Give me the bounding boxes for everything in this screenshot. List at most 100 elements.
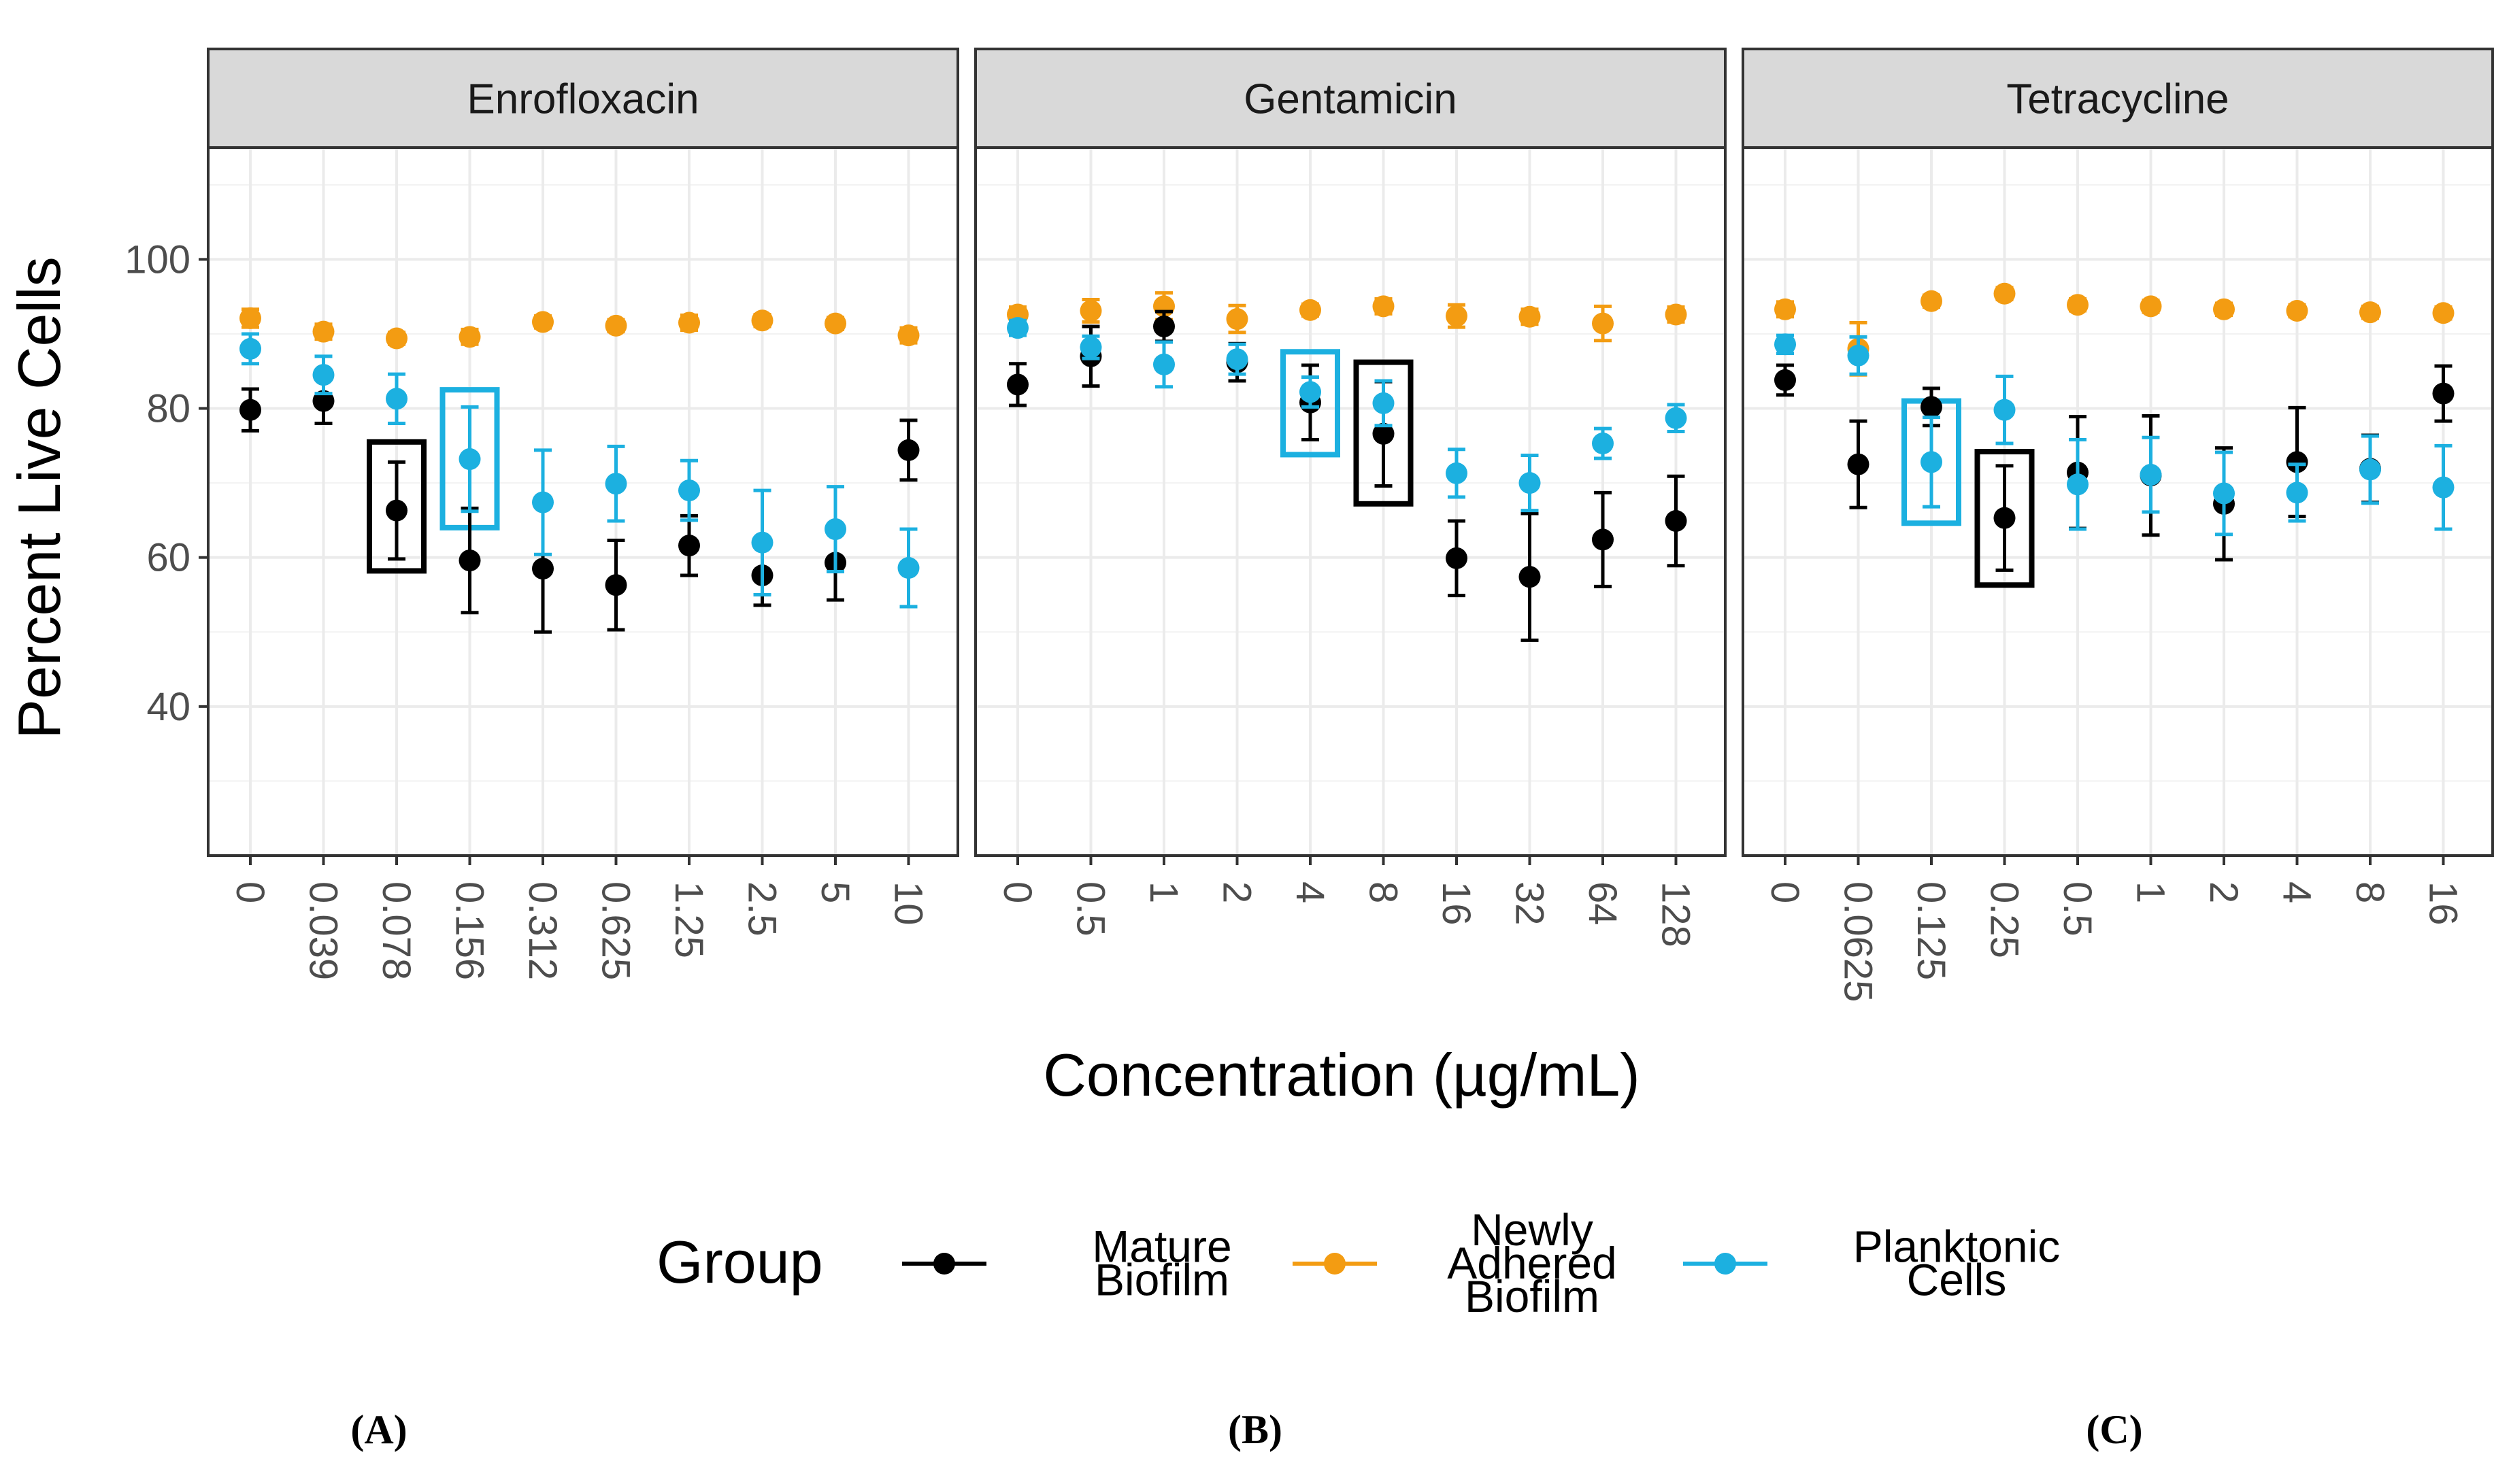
x-tick-label: 0.312 [520,881,565,980]
series-newly-adhered-biofilm [1774,282,2455,377]
panel-enrofloxacin: Enrofloxacin 0 0.039 0.078 0.156 0.312 0.625 1.… [124,48,959,980]
x-tick-label: 128 [1654,881,1698,947]
data-point [532,558,554,580]
x-tick-label: 0.5 [1069,881,1113,937]
panel-border [1742,146,2494,857]
series-planktonic-cells [1774,333,2455,537]
x-tick-label: 0.5 [2055,881,2099,937]
data-point [1993,507,2016,529]
x-tick-label: 0 [995,881,1040,903]
data-point [751,531,774,554]
data-point [532,311,554,333]
data-point [678,311,700,334]
data-point [1774,333,1796,356]
legend-key-point [1324,1253,1346,1275]
x-tick-label: 1 [1142,881,1186,903]
series-mature-biofilm [239,377,920,634]
data-point [312,364,335,386]
data-point [2432,476,2455,499]
x-tick-label: 0 [1763,881,1807,903]
legend-key-point [933,1253,955,1275]
data-point [2432,302,2455,324]
legend: Group MatureBiofilmNewlyAdheredBiofilmPl… [656,1204,2060,1321]
data-point [1226,348,1248,371]
x-tick-label: 4 [1288,881,1332,903]
plot-area [976,148,1725,856]
data-point [1993,399,2016,421]
data-point [1665,509,1687,532]
data-point [2286,299,2308,322]
data-point [2432,382,2455,405]
data-point [2140,295,2162,318]
highlight-box [1974,449,2035,588]
data-point [1665,303,1687,326]
panel-tetracycline: Tetracycline 0 0.0625 0.125 0.25 0.5 1 2 4 8 16 [1742,48,2494,1002]
data-point [386,327,408,350]
data-point [1007,317,1029,339]
y-tick-label: 60 [146,536,190,580]
data-point [1518,566,1541,588]
x-tick-label: 10 [886,881,931,926]
series-planktonic-cells [239,332,920,609]
data-point [2286,451,2308,473]
y-tick-label: 100 [124,237,190,282]
data-point [1372,392,1395,414]
legend-key-point [1714,1253,1736,1275]
data-point [1847,453,1869,475]
x-tick-label: 0 [228,881,272,903]
panels-layer: Enrofloxacin 0 0.039 0.078 0.156 0.312 0.625 1.… [124,48,2494,1002]
x-tick-label: 4 [2275,881,2319,903]
x-tick-label: 16 [2421,881,2465,926]
y-axis-title: Percent Live Cells [5,256,73,739]
data-point [825,518,846,541]
data-point [1299,381,1321,403]
panel-letter: (B) [1228,1407,1282,1452]
x-tick-label: 2.5 [740,881,784,937]
data-point [2286,482,2308,504]
data-point [605,574,627,596]
x-tick-label: 1.25 [667,881,711,958]
y-tick-label: 40 [146,685,190,729]
data-point [1774,369,1796,391]
x-tick-label: 16 [1434,881,1478,926]
data-point [459,326,481,348]
data-point [1921,290,1942,312]
x-tick-label: 2 [2201,881,2246,903]
data-point [897,439,920,461]
y-tick-label: 80 [146,387,190,431]
x-tick-label: 8 [2348,881,2392,903]
x-tick-label: 0.625 [594,881,638,980]
data-point [751,309,774,332]
data-point [312,320,335,343]
data-point [1518,472,1541,494]
data-point [897,324,920,347]
facet-title: Gentamicin [1244,76,1457,123]
data-point [1153,353,1175,375]
legend-label-line: Planktonic [1853,1221,2061,1272]
data-point [1592,312,1614,335]
x-tick-label: 0.125 [1909,881,1953,980]
x-tick-label: 0.039 [301,881,346,980]
data-point [2213,482,2235,505]
panel-letter: (C) [2086,1407,2142,1452]
data-point [1372,422,1395,445]
legend-label-line: Biofilm [1465,1271,1599,1321]
x-tick-label: 64 [1580,881,1625,926]
data-point [1592,528,1614,551]
x-tick-label: 8 [1361,881,1406,903]
series-newly-adhered-biofilm [1007,291,1687,343]
plot-area [1743,148,2493,856]
highlight-box [1280,349,1340,458]
data-point [825,312,846,335]
x-tick-label: 0.25 [1982,881,2027,958]
data-point [459,550,481,572]
x-tick-label: 32 [1508,881,1552,926]
data-point [532,491,554,513]
data-point [312,390,335,412]
panel-letters: (A) (B) (C) [350,1407,2142,1452]
data-point [459,448,481,471]
data-point [2213,298,2235,320]
